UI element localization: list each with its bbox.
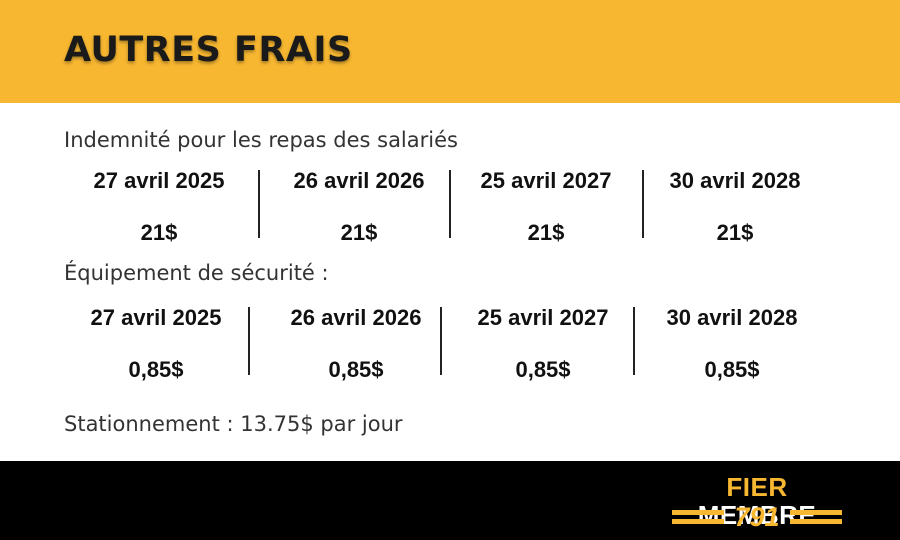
safety-rate-2026: 26 avril 2026 0,85$ — [261, 303, 451, 385]
rate-date: 26 avril 2026 — [293, 168, 425, 193]
logo-word-membre: MEMBRE — [697, 500, 817, 530]
rate-amount: 0,85$ — [328, 357, 384, 382]
safety-section-label: Équipement de sécurité : — [64, 261, 329, 285]
fier-membre-logo: FIER MEMBRE 791 — [672, 473, 842, 531]
header-banner: AUTRES FRAIS — [0, 0, 900, 103]
rate-amount: 0,85$ — [515, 357, 571, 382]
rate-amount: 21$ — [340, 220, 378, 245]
safety-rate-2028: 30 avril 2028 0,85$ — [637, 303, 827, 385]
logo-number-row: 791 — [672, 503, 842, 531]
rate-date: 27 avril 2025 — [90, 305, 222, 330]
logo-stripes-left — [672, 508, 724, 526]
rate-date: 30 avril 2028 — [666, 305, 798, 330]
rate-date: 25 avril 2027 — [480, 168, 612, 193]
meals-rates-row: 27 avril 2025 21$ 26 avril 2026 21$ 25 a… — [64, 166, 840, 246]
logo-number: 791 — [734, 502, 780, 532]
rate-amount: 21$ — [716, 220, 754, 245]
column-divider — [440, 307, 442, 375]
safety-rates-row: 27 avril 2025 0,85$ 26 avril 2026 0,85$ … — [64, 303, 840, 383]
column-divider — [248, 307, 250, 375]
safety-rate-2027: 25 avril 2027 0,85$ — [448, 303, 638, 385]
meals-rate-2028: 30 avril 2028 21$ — [640, 166, 830, 248]
parking-info: Stationnement : 13.75$ par jour — [64, 412, 403, 436]
rate-amount: 21$ — [527, 220, 565, 245]
rate-amount: 0,85$ — [128, 357, 184, 382]
logo-word-fier: FIER — [726, 472, 788, 502]
rate-date: 30 avril 2028 — [669, 168, 801, 193]
logo-wordmark: FIER MEMBRE — [672, 473, 842, 529]
rate-amount: 0,85$ — [704, 357, 760, 382]
rate-date: 26 avril 2026 — [290, 305, 422, 330]
meals-rate-2027: 25 avril 2027 21$ — [451, 166, 641, 248]
column-divider — [633, 307, 635, 375]
logo-stripes-right — [790, 508, 842, 526]
column-divider — [642, 170, 644, 238]
meals-section-label: Indemnité pour les repas des salariés — [64, 128, 458, 152]
meals-rate-2026: 26 avril 2026 21$ — [264, 166, 454, 248]
column-divider — [449, 170, 451, 238]
footer-bar: FIER MEMBRE 791 — [0, 461, 900, 540]
meals-rate-2025: 27 avril 2025 21$ — [64, 166, 254, 248]
page-title: AUTRES FRAIS — [64, 30, 353, 70]
column-divider — [258, 170, 260, 238]
safety-rate-2025: 27 avril 2025 0,85$ — [61, 303, 251, 385]
rate-date: 27 avril 2025 — [93, 168, 225, 193]
rate-amount: 21$ — [140, 220, 178, 245]
rate-date: 25 avril 2027 — [477, 305, 609, 330]
